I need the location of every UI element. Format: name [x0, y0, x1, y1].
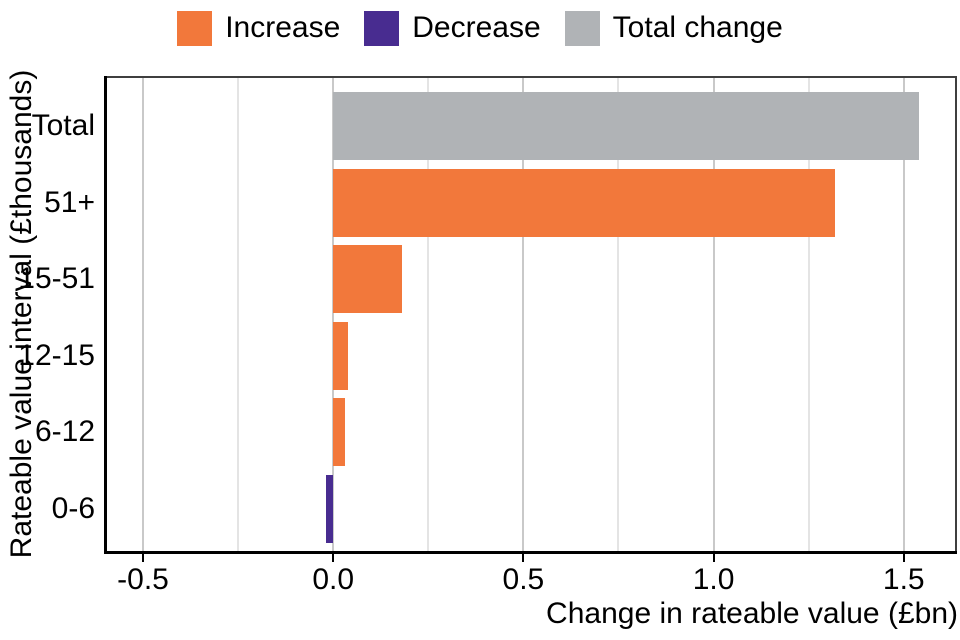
legend-item-increase: Increase — [177, 10, 340, 46]
panel-border-right — [955, 76, 957, 553]
gridline-major — [142, 78, 145, 551]
x-tick — [902, 554, 905, 562]
bar-6-12 — [333, 398, 345, 466]
legend-label: Total change — [612, 11, 783, 44]
gridline-minor — [427, 78, 430, 551]
x-tick — [332, 554, 335, 562]
gridline-major — [332, 78, 335, 551]
bar-0-6 — [325, 474, 334, 543]
legend-swatch-total-change — [564, 10, 600, 46]
y-axis-label: 51+ — [44, 185, 95, 219]
bar-51 — [333, 168, 836, 237]
x-tick-label: 0.5 — [502, 563, 545, 596]
panel-border-top — [104, 76, 957, 78]
bar-12-15 — [333, 321, 349, 390]
legend-swatch-increase — [177, 10, 213, 46]
x-tick — [142, 554, 145, 562]
legend-item-decrease: Decrease — [364, 10, 541, 46]
x-tick-label: -0.5 — [117, 563, 169, 596]
gridline-major — [522, 78, 525, 551]
gridline-minor — [807, 78, 810, 551]
y-axis-label: 15-51 — [18, 262, 95, 295]
y-axis-label: 0-6 — [51, 491, 95, 525]
y-axis-label: Total — [31, 109, 95, 142]
legend-label: Decrease — [412, 11, 541, 44]
y-axis-line — [104, 76, 107, 554]
plot-panel — [105, 78, 957, 551]
x-tick — [522, 554, 525, 562]
x-axis-line — [104, 551, 957, 554]
x-tick-label: 1.5 — [882, 563, 925, 596]
x-tick-label: 1.0 — [692, 563, 735, 596]
x-tick — [712, 554, 715, 562]
y-axis-label: 6-12 — [34, 415, 95, 448]
chart-legend: Increase Decrease Total change — [0, 10, 960, 46]
gridline-major — [902, 78, 905, 551]
bar-total — [333, 92, 919, 160]
bar-15-51 — [333, 245, 402, 313]
x-tick-label: 0.0 — [312, 563, 355, 596]
x-axis-title: Change in rateable value (£bn) — [546, 597, 958, 630]
gridline-minor — [617, 78, 620, 551]
y-axis-label: 12-15 — [18, 338, 95, 372]
legend-label: Increase — [225, 11, 341, 44]
gridline-minor — [237, 78, 240, 551]
legend-item-total-change: Total change — [564, 10, 783, 46]
legend-swatch-decrease — [364, 10, 400, 46]
gridline-major — [712, 78, 715, 551]
